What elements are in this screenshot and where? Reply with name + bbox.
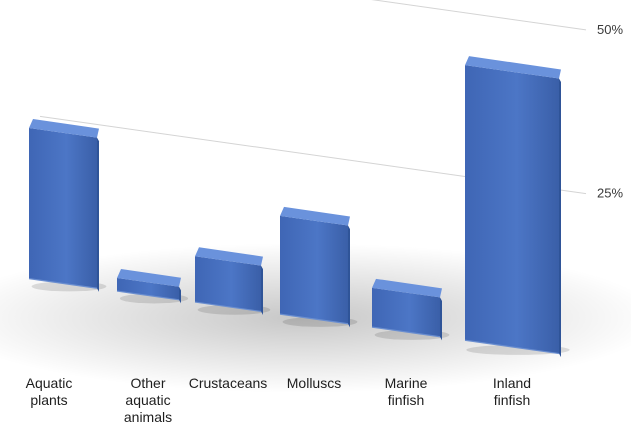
category-label: Molluscs (287, 375, 341, 391)
category-label: Inland finfish (493, 375, 531, 408)
category-label: Crustaceans (189, 375, 268, 391)
bar (279, 206, 358, 328)
category-label-line: Inland (493, 375, 531, 391)
bar (371, 278, 450, 341)
gridline (371, 0, 587, 31)
bar (28, 118, 107, 292)
category-label: Other aquatic animals (124, 375, 172, 425)
category-label-line: Crustaceans (189, 375, 268, 391)
y-tick-label: 50% (597, 22, 623, 37)
category-label-line: Other (130, 375, 165, 391)
category-label: Marine finfish (385, 375, 428, 408)
category-label-line: Aquatic (26, 375, 73, 391)
category-label: Aquatic plants (26, 375, 73, 408)
category-label-line: aquatic (125, 392, 170, 408)
category-label-line: animals (124, 409, 172, 425)
category-label-line: plants (30, 392, 67, 408)
y-tick-label: 25% (597, 186, 623, 201)
bar (116, 268, 189, 304)
category-label-line: finfish (388, 392, 425, 408)
category-label-line: Molluscs (287, 375, 341, 391)
category-label-line: Marine (385, 375, 428, 391)
bar (194, 247, 271, 316)
bar (464, 56, 570, 358)
category-label-line: finfish (494, 392, 531, 408)
